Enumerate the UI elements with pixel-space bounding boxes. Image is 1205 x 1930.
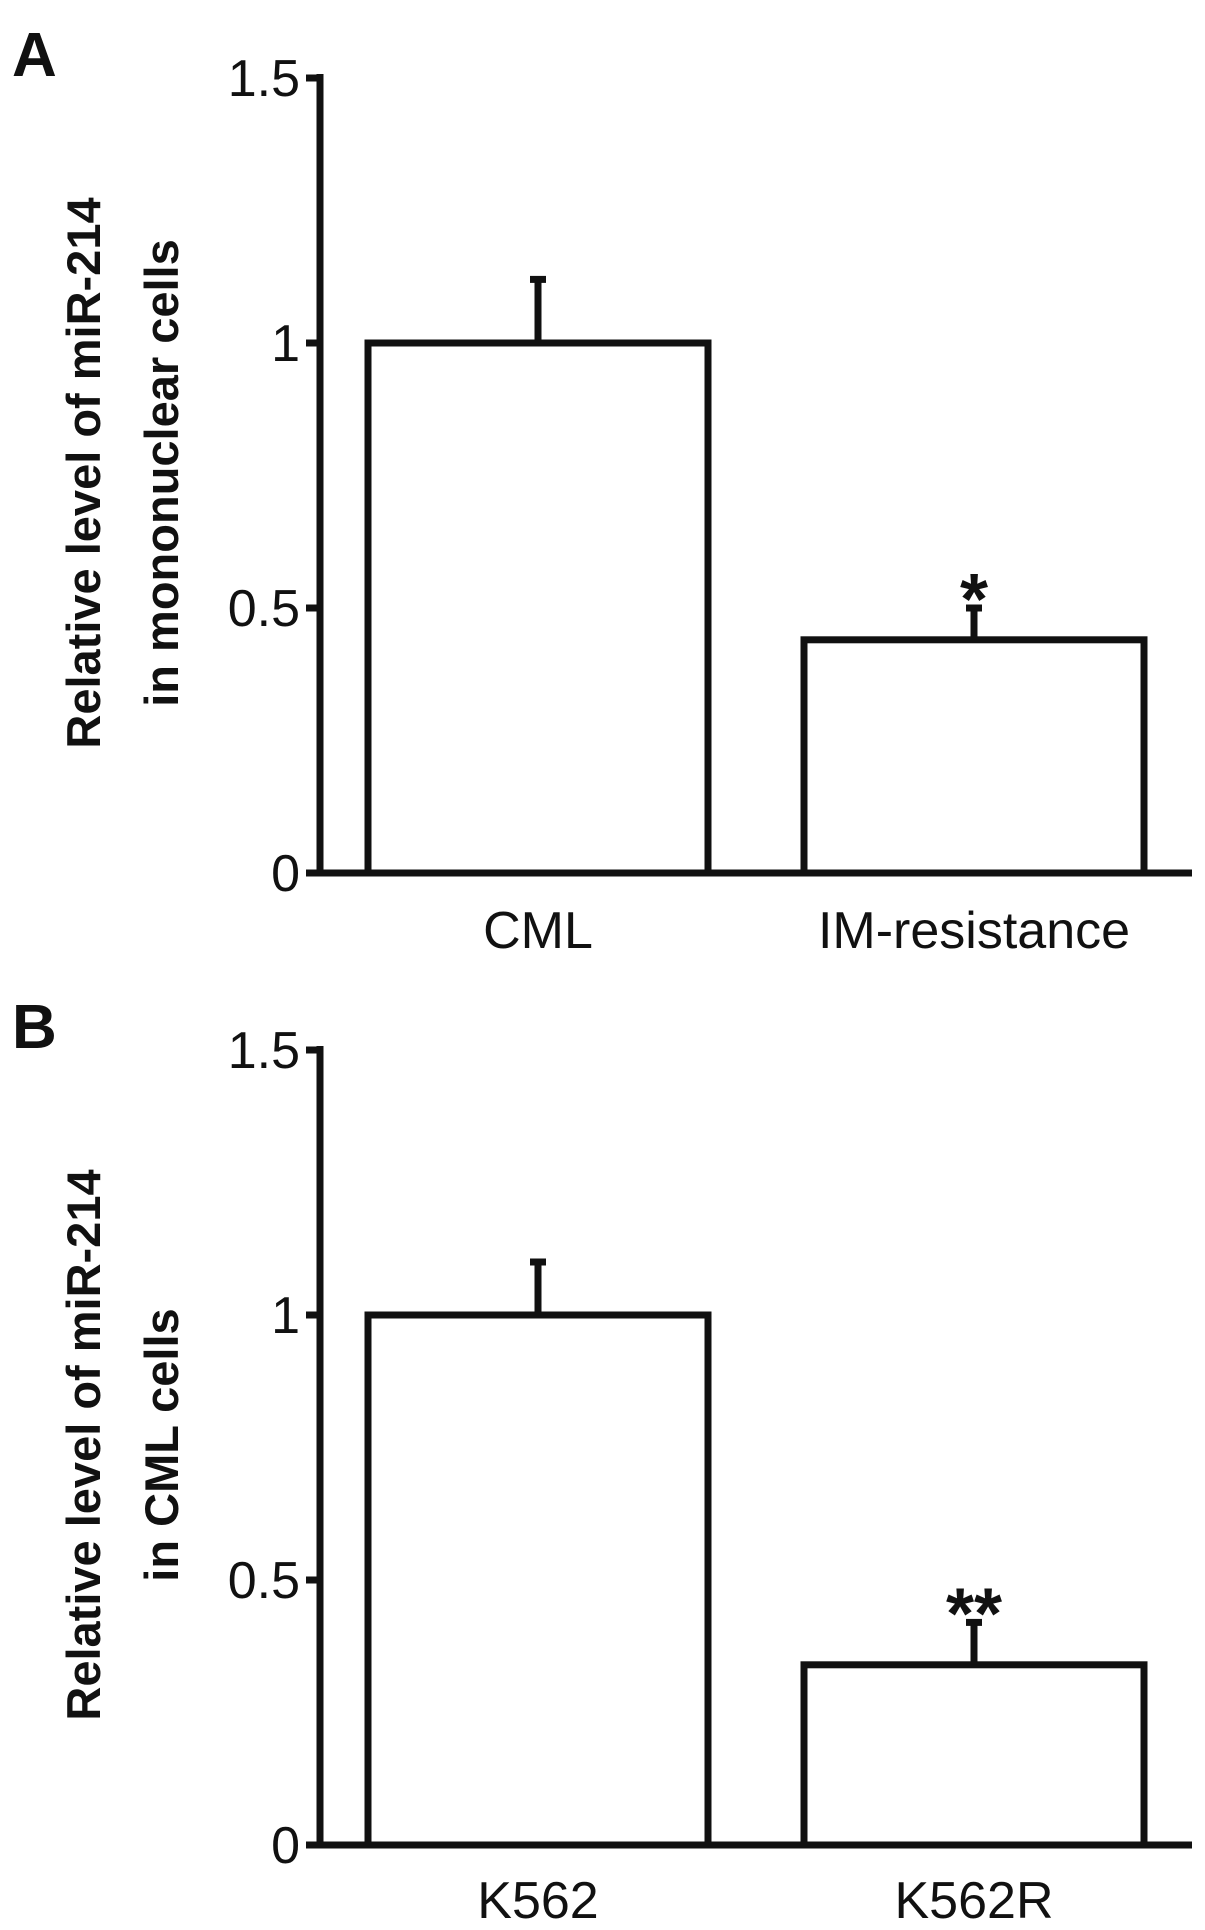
y-tick-label: 0 [271, 845, 300, 903]
y-tick-label: 1.5 [228, 1022, 300, 1080]
panel-b: B Relative level of miR-214 in CML cells… [12, 993, 1192, 1930]
y-tick-label: 0.5 [228, 1552, 300, 1610]
panel-b-ylabel-line-2: in CML cells [135, 1308, 188, 1581]
y-tick-label: 1.5 [228, 50, 300, 108]
bar [800, 1661, 1148, 1849]
y-tick-label: 1 [271, 315, 300, 373]
y-tick-label: 1 [271, 1287, 300, 1345]
panel-a-ylabel-line-2: in mononuclear cells [135, 239, 188, 707]
y-tick-label: 0.5 [228, 580, 300, 638]
y-tick-label: 0 [271, 1817, 300, 1875]
significance-label: * [960, 560, 988, 640]
panel-b-letter: B [12, 993, 57, 1062]
panel-a-letter: A [12, 21, 57, 90]
bar [364, 1311, 712, 1849]
panel-b-plot: 0 0.5 1 1.5 K562 ** K562R [228, 1022, 1192, 1930]
panel-a-plot: 0 0.5 1 1.5 CML * IM-resistance [228, 50, 1192, 960]
bar [800, 636, 1148, 877]
category-label: K562 [477, 1872, 598, 1930]
panel-a-ylabel-line-1: Relative level of miR-214 [57, 197, 110, 748]
panel-a: A Relative level of miR-214 in mononucle… [12, 21, 1192, 960]
panel-b-ylabel: Relative level of miR-214 in CML cells [57, 1169, 188, 1720]
bar [364, 339, 712, 877]
category-label: IM-resistance [818, 902, 1130, 960]
panel-a-ylabel: Relative level of miR-214 in mononuclear… [57, 197, 188, 748]
category-label: CML [483, 902, 593, 960]
panel-b-ylabel-line-1: Relative level of miR-214 [57, 1169, 110, 1720]
significance-label: ** [946, 1574, 1002, 1654]
category-label: K562R [895, 1872, 1054, 1930]
